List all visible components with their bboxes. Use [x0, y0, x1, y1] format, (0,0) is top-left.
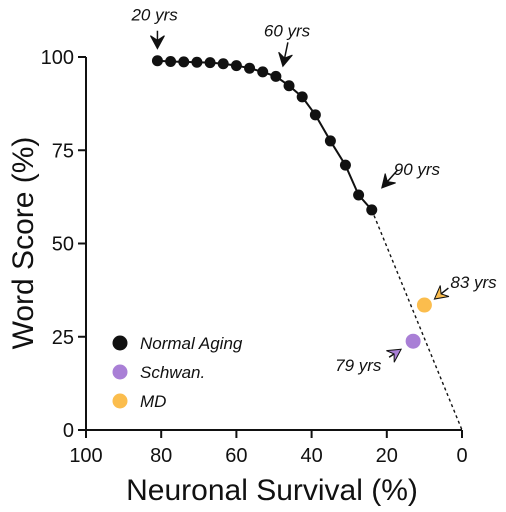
md-point	[416, 297, 432, 313]
annotation-arrow-shaft	[388, 353, 395, 358]
legend-marker	[112, 335, 128, 351]
normal-aging-point	[283, 80, 295, 92]
x-tick-label: 20	[376, 445, 398, 467]
schwan-point	[405, 333, 421, 349]
normal-aging-point	[309, 109, 321, 121]
y-axis-title: Word Score (%)	[7, 137, 40, 350]
normal-aging-point	[191, 56, 203, 68]
annotation-arrowhead	[149, 35, 165, 50]
x-tick-label: 100	[69, 445, 102, 467]
y-tick-label: 50	[52, 234, 74, 256]
normal-aging-point	[151, 55, 163, 67]
annotation-arrowhead	[278, 51, 293, 68]
annotation-arrowhead	[433, 285, 450, 300]
normal-aging-point	[324, 135, 336, 147]
annotation-label: 79 yrs	[335, 356, 382, 375]
y-tick-label: 25	[52, 327, 74, 349]
annotation-label: 20 yrs	[130, 6, 178, 25]
ticks: 0 25 50 75 100 100 80 60 40 20 0	[41, 47, 468, 467]
x-tick-label: 40	[300, 445, 322, 467]
annotation-label: 90 yrs	[394, 160, 441, 179]
annotation-arrowhead	[381, 173, 396, 189]
normal-aging-point	[165, 55, 177, 67]
normal-aging-point	[204, 57, 216, 69]
annotation-label: 83 yrs	[450, 273, 497, 292]
normal-aging-point	[178, 56, 190, 68]
legend-marker	[112, 393, 128, 409]
normal-aging-point	[366, 204, 378, 216]
annotation-arrowhead	[386, 348, 402, 363]
legend-label: Normal Aging	[140, 334, 243, 353]
normal-aging-point	[257, 66, 269, 78]
legend-marker	[112, 364, 128, 380]
x-tick-label: 0	[456, 445, 467, 467]
x-tick-label: 60	[225, 445, 247, 467]
normal-aging-point	[217, 58, 229, 70]
y-tick-label: 100	[41, 47, 74, 69]
y-tick-label: 75	[52, 140, 74, 162]
normal-aging-point	[230, 60, 242, 72]
extrapolation-line	[371, 209, 463, 431]
legend-label: Schwan.	[140, 363, 205, 382]
x-tick-label: 80	[150, 445, 172, 467]
normal-aging-point	[296, 91, 308, 103]
normal-aging-point	[244, 62, 256, 74]
x-axis-title: Neuronal Survival (%)	[126, 474, 418, 507]
normal-aging-point	[339, 159, 351, 171]
legend: Normal Aging Schwan. MD	[112, 334, 243, 411]
normal-aging-point	[353, 189, 365, 201]
annotation-label: 60 yrs	[264, 21, 311, 40]
plot-area	[151, 55, 463, 431]
annotation-arrow-shaft	[440, 287, 449, 295]
y-tick-label: 0	[63, 420, 74, 442]
annotation-arrow-shaft	[386, 169, 399, 183]
legend-label: MD	[140, 392, 166, 411]
annotation-arrow-shaft	[283, 42, 289, 59]
normal-aging-point	[270, 70, 282, 82]
normal-aging-line	[157, 59, 373, 211]
annotations: 20 yrs 60 yrs 90 yrs 83 yrs 79 yrs	[130, 6, 497, 375]
